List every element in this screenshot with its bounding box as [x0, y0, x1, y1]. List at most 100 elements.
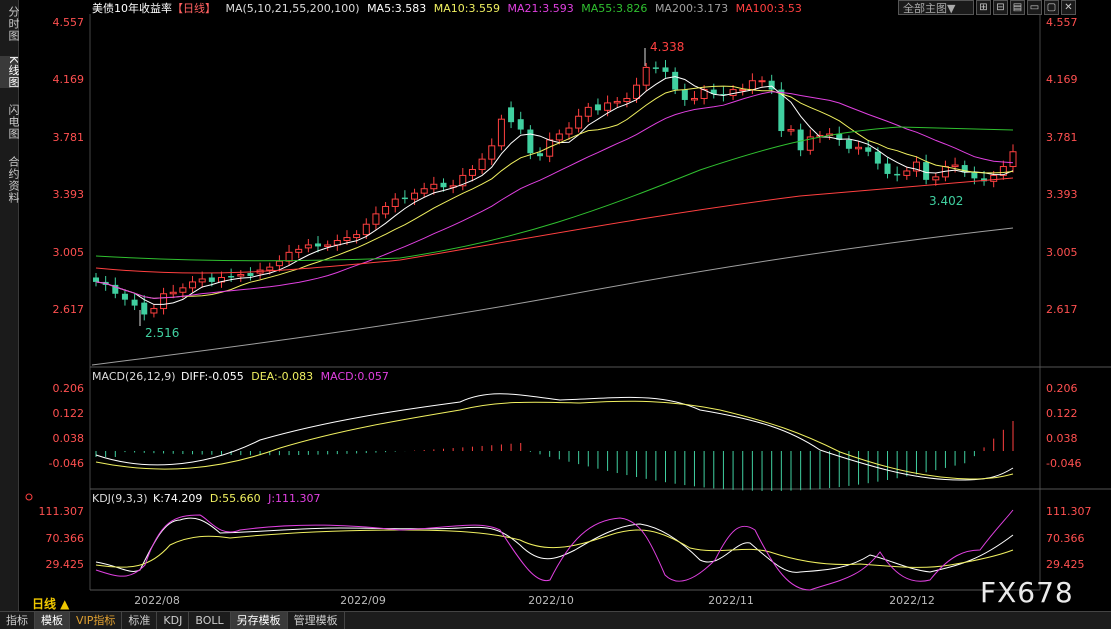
candle-body-down: [517, 119, 524, 130]
candle-body-up: [295, 248, 303, 253]
candle-body-up: [806, 136, 814, 151]
candle-body-up: [391, 198, 399, 207]
macd-dea-line: [95, 400, 1014, 480]
ma55-line: [95, 126, 1014, 262]
tab-3[interactable]: 标准: [122, 612, 158, 629]
candle-body-up: [613, 100, 621, 104]
kdj-d-line: [95, 529, 1014, 568]
chart-canvas[interactable]: 4.557 4.557 4.169 4.169 3.781 3.781 3.393 3.393…: [0, 0, 1111, 611]
xaxis-label: 2022/12: [889, 594, 935, 607]
tab-1[interactable]: 模板: [35, 612, 70, 629]
sidebar-item-0[interactable]: 分时图: [7, 6, 20, 42]
kdj-d: D:55.660: [209, 492, 261, 505]
candle-body-down: [112, 284, 119, 294]
tab-4[interactable]: KDJ: [157, 612, 190, 629]
kdj-k-line: [95, 517, 1014, 573]
sidebar-item-1[interactable]: K线图: [0, 56, 20, 89]
main-axis-right-label: 3.781: [1046, 131, 1078, 144]
ma21-value: MA21:3.593: [507, 2, 574, 15]
candle-body-up: [990, 174, 998, 182]
sidebar-item-3[interactable]: 合约资料: [7, 156, 20, 204]
candle-body-up: [787, 129, 795, 132]
main-chart-dropdown[interactable]: 全部主图▼: [898, 0, 974, 15]
candle-body-down: [594, 104, 601, 111]
toolbar-button-1[interactable]: ⊟: [993, 0, 1008, 15]
macd-diff: DIFF:-0.055: [181, 370, 244, 383]
ma55-value: MA55:3.826: [581, 2, 648, 15]
chart-header: 美债10年收益率【日线】 MA(5,10,21,55,200,100) MA5:…: [92, 2, 802, 16]
candle-body-down: [131, 299, 138, 306]
tab-7[interactable]: 管理模板: [288, 612, 345, 629]
main-axis-left-label: 4.169: [53, 73, 85, 86]
candle-body-down: [315, 243, 322, 247]
candle-body-up: [362, 223, 370, 236]
tab-5[interactable]: BOLL: [189, 612, 231, 629]
candle-body-up: [411, 192, 419, 200]
candle-body-down: [662, 67, 669, 72]
kdj-k: K:74.209: [153, 492, 203, 505]
candle-body-up: [237, 274, 245, 277]
period-selector[interactable]: 日线 ▲: [32, 597, 70, 611]
candle-body-down: [971, 172, 978, 179]
kdj-axis-right-label: 111.307: [1046, 505, 1092, 518]
candle-body-down: [121, 293, 128, 300]
candle-body-down: [874, 151, 881, 164]
macd-diff-line: [95, 393, 1014, 481]
candle-body-down: [884, 163, 891, 174]
period-tag: 【日线】: [172, 2, 216, 15]
tab-0[interactable]: 指标: [0, 612, 35, 629]
low-annotation: 2.516: [145, 326, 179, 340]
candle-body-up: [160, 293, 168, 310]
ma-label: MA(5,10,21,55,200,100): [225, 2, 360, 15]
candle-body-up: [739, 89, 747, 92]
candle-body-up: [324, 244, 332, 247]
candle-body-up: [604, 102, 612, 111]
candle-body-down: [894, 173, 901, 176]
macd-axis-left-label: 0.038: [53, 432, 85, 445]
main-axis-right-label: 4.557: [1046, 16, 1078, 29]
ma21-line: [95, 91, 1014, 299]
candle-body-down: [720, 94, 727, 96]
candle-body-up: [468, 168, 476, 176]
sidebar-item-2[interactable]: 闪电图: [7, 104, 20, 140]
toolbar-button-3[interactable]: ▭: [1027, 0, 1042, 15]
toolbar-button-5[interactable]: ✕: [1061, 0, 1076, 15]
main-axis-right-label: 2.617: [1046, 303, 1078, 316]
macd-dea: DEA:-0.083: [251, 370, 314, 383]
candle-body-down: [865, 147, 872, 152]
candle-body-down: [93, 277, 99, 282]
symbol-name: 美债10年收益率: [92, 2, 172, 15]
candle-body-down: [681, 89, 688, 100]
candle-body-up: [748, 80, 756, 91]
candle-body-down: [537, 153, 544, 157]
toolbar-button-2[interactable]: ▤: [1010, 0, 1025, 15]
macd-value: MACD:0.057: [320, 370, 389, 383]
ma5-line: [95, 76, 1014, 305]
ma10-value: MA10:3.559: [433, 2, 500, 15]
candle-body-down: [247, 273, 254, 277]
candle-body-up: [343, 237, 351, 242]
kdj-axis-right-label: 29.425: [1046, 558, 1085, 571]
macd-axis-right-label: 0.206: [1046, 382, 1078, 395]
candle-body-up: [555, 133, 563, 141]
candle-body-up: [353, 234, 361, 239]
macd-axis-right-label: 0.122: [1046, 407, 1078, 420]
ma200-line: [91, 227, 1014, 366]
candle-body-up: [729, 89, 737, 97]
candle-body-up: [285, 251, 293, 262]
candle-body-down: [440, 182, 447, 188]
toolbar-button-0[interactable]: ⊞: [976, 0, 991, 15]
candle-body-up: [275, 260, 283, 267]
main-axis-left-label: 2.617: [53, 303, 85, 316]
main-axis-right-label: 4.169: [1046, 73, 1078, 86]
tab-2[interactable]: VIP指标: [70, 612, 123, 629]
candle-body-down: [710, 89, 717, 95]
xaxis-label: 2022/09: [340, 594, 386, 607]
xaxis-label: 2022/10: [528, 594, 574, 607]
toolbar-button-4[interactable]: ▢: [1044, 0, 1059, 15]
candle-body-down: [141, 302, 148, 315]
tab-6[interactable]: 另存模板: [230, 612, 288, 629]
candle-body-up: [488, 145, 496, 160]
sidebar: 分时图 K线图闪电图合约资料: [0, 0, 20, 628]
candle-body-up: [304, 244, 312, 249]
